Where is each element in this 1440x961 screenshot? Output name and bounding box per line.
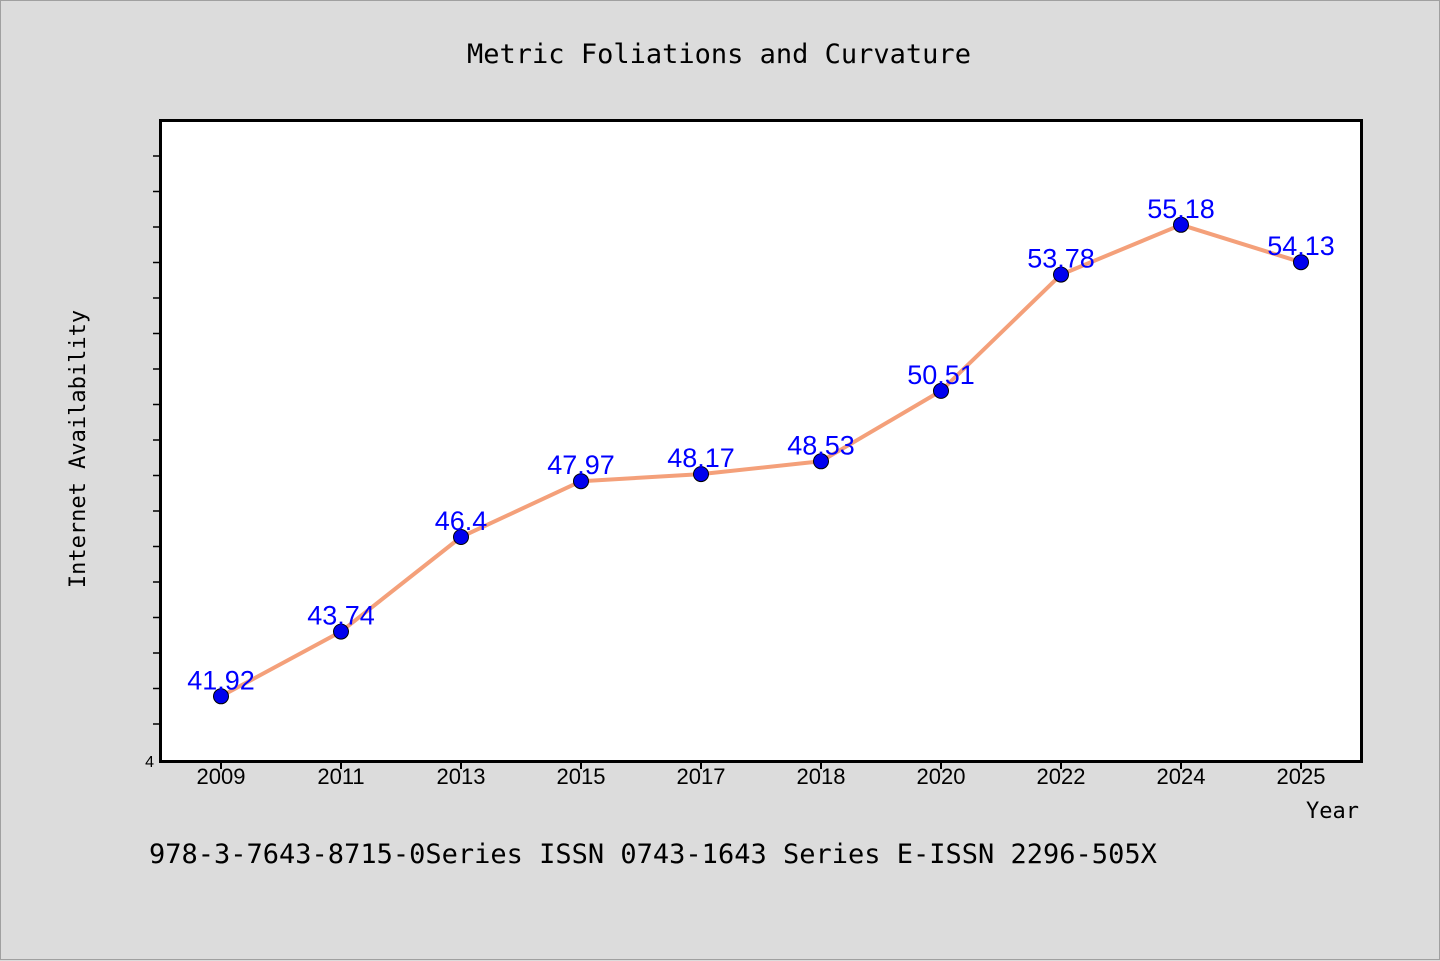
data-label: 50.51	[907, 360, 975, 390]
data-label: 54.13	[1267, 231, 1335, 261]
data-point	[1053, 266, 1069, 283]
y-tick-label: 4	[145, 754, 154, 771]
series-markers	[213, 216, 1309, 705]
data-point	[813, 453, 829, 470]
plot-area	[159, 119, 1363, 763]
data-point	[693, 466, 709, 483]
x-tick-label: 2013	[437, 764, 486, 789]
chart-title: Metric Foliations and Curvature	[467, 39, 971, 70]
x-tick-label: 2025	[1277, 764, 1326, 789]
data-point	[453, 529, 469, 545]
data-label: 41.92	[187, 665, 255, 695]
data-point	[333, 623, 349, 640]
x-tick-label: 2015	[557, 764, 606, 789]
x-tick-label: 2022	[1037, 764, 1086, 789]
x-tick-label: 2020	[917, 764, 966, 789]
data-labels: 41.92 43.74 46.4 47.97 48.17 48.53 50.51 53.78 5…	[187, 194, 1335, 695]
x-tick-label: 2024	[1157, 764, 1206, 789]
y-axis-ticks	[153, 155, 161, 725]
data-point	[1173, 216, 1189, 233]
series-line	[219, 222, 1303, 699]
x-axis-ticks: 2009 2011 2013 2015 2017 2018 2020 2022 2024 2025	[197, 761, 1326, 789]
data-point	[573, 473, 589, 490]
data-label: 48.53	[787, 430, 855, 460]
y-axis-label: Internet Availability	[66, 310, 91, 588]
footer-isbn-text: 978-3-7643-8715-0Series ISSN 0743-1643 S…	[149, 839, 1157, 870]
data-point	[1293, 254, 1309, 271]
data-point	[933, 382, 949, 399]
data-label: 53.78	[1027, 244, 1095, 274]
data-label: 43.74	[307, 601, 375, 631]
data-point	[213, 688, 229, 705]
x-tick-label: 2009	[197, 764, 246, 789]
x-tick-label: 2018	[797, 764, 846, 789]
x-tick-label: 2017	[677, 764, 726, 789]
data-label: 47.97	[547, 450, 615, 480]
data-label: 46.4	[435, 506, 488, 536]
x-tick-label: 2011	[317, 764, 364, 789]
data-label: 48.17	[667, 443, 735, 473]
x-axis-label: Year	[1306, 799, 1359, 824]
data-label: 55.18	[1147, 194, 1215, 224]
